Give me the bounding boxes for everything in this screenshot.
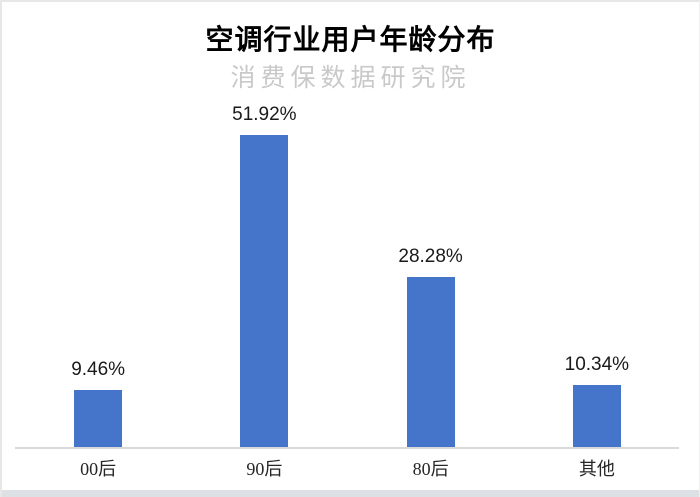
bottom-border-strip	[2, 490, 699, 497]
bar-value-label: 9.46%	[71, 359, 126, 380]
bar	[74, 390, 123, 447]
bar-value-label: 10.34%	[564, 354, 630, 375]
category-label: 80后	[412, 459, 449, 479]
chart-title: 空调行业用户年龄分布	[205, 25, 496, 56]
category-label: 其他	[578, 459, 615, 479]
bar	[240, 135, 289, 447]
bar-value-label: 28.28%	[398, 246, 463, 267]
x-axis-line	[15, 447, 679, 449]
bar	[406, 277, 455, 447]
category-label: 90后	[246, 459, 283, 479]
category-label: 00后	[80, 459, 117, 479]
bar-value-label: 51.92%	[232, 104, 297, 125]
bar	[572, 385, 621, 447]
watermark-text: 消费保数据研究院	[230, 65, 471, 92]
